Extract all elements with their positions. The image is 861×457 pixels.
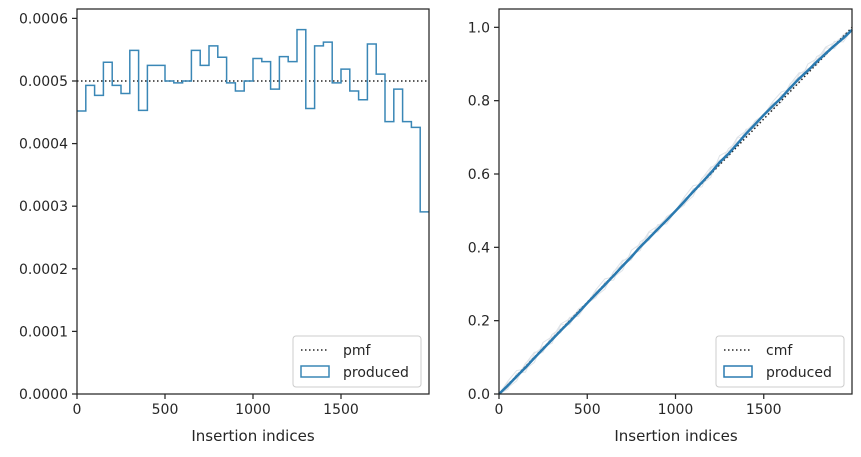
cmf-legend-produced-swatch [723,365,753,378]
cmf-y-tick-label: 0.2 [468,314,490,330]
cmf-panel: 0 500 1000 1500 0.0 0.2 0.4 0.6 0.8 1.0 Insertion… [468,8,853,445]
pmf-y-tick-label: 0.0004 [19,137,68,153]
pmf-x-tick-label: 0 [73,402,82,418]
pmf-y-tick-label: 0.0006 [19,11,68,27]
pmf-y-tick-label: 0.0000 [19,387,68,403]
produced-step-outline [77,28,429,213]
pmf-legend-box [292,335,422,388]
pmf-y-tick-label: 0.0003 [19,199,68,215]
pmf-legend: pmf produced [292,335,422,388]
cmf-legend-box [715,335,845,388]
cmf-axes-frame [498,8,853,395]
pmf-x-tick-label: 1500 [323,402,359,418]
cmf-legend-produced-label: produced [766,365,832,381]
pmf-x-tick-label: 1000 [235,402,271,418]
cmf-y-tick-label: 1.0 [468,20,490,36]
pmf-y-tick-label: 0.0001 [19,324,68,340]
pmf-x-axis-label: Insertion indices [191,427,314,445]
cmf-x-tick-label: 1500 [746,402,782,418]
pmf-axis-ticks: 0 500 1000 1500 0.0000 0.0001 0.0002 0.0003 0.00… [19,11,359,418]
pmf-legend-produced-label: produced [343,365,409,381]
pmf-axes-frame [76,8,430,395]
cmf-x-tick-label: 500 [574,402,601,418]
cmf-y-tick-label: 0.6 [468,167,490,183]
produced-line [498,28,853,395]
produced-cumulative-line [498,28,853,395]
cmf-legend: cmf produced [715,335,845,388]
pmf-panel: 0 500 1000 1500 0.0000 0.0001 0.0002 0.0003 0.00… [19,8,430,445]
cmf-y-tick-label: 0.0 [468,387,490,403]
pmf-legend-pmf-label: pmf [343,343,372,359]
cmf-legend-cmf-label: cmf [766,343,793,359]
cmf-y-tick-label: 0.4 [468,240,490,256]
pmf-x-tick-label: 500 [152,402,179,418]
cmf-axis-ticks: 0 500 1000 1500 0.0 0.2 0.4 0.6 0.8 1.0 [468,20,782,418]
produced-histogram [77,28,429,213]
pmf-y-tick-label: 0.0002 [19,262,68,278]
cmf-y-tick-label: 0.8 [468,94,490,110]
cmf-x-tick-label: 0 [495,402,504,418]
cmf-x-tick-label: 1000 [658,402,694,418]
pmf-legend-produced-swatch [300,365,330,378]
cmf-x-axis-label: Insertion indices [614,427,737,445]
pmf-y-tick-label: 0.0005 [19,74,68,90]
